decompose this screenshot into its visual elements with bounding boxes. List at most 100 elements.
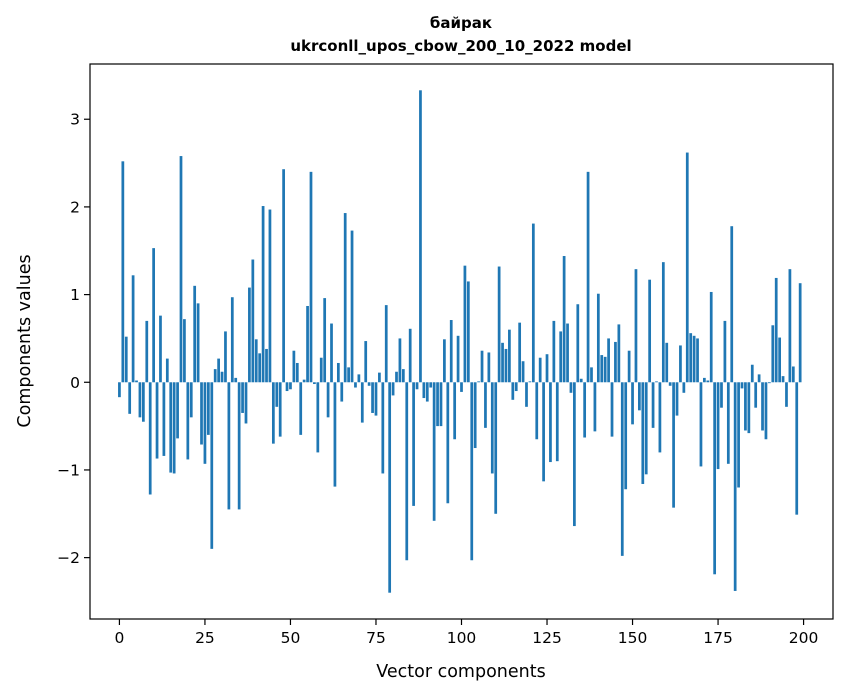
bar (631, 382, 634, 425)
bar (634, 269, 638, 383)
bar (306, 305, 309, 383)
bar (350, 230, 354, 383)
bar (135, 380, 138, 383)
bar (549, 382, 552, 463)
bar (614, 341, 617, 383)
bar (220, 371, 224, 383)
bar (545, 354, 549, 383)
bar (771, 325, 775, 383)
bar (661, 262, 665, 383)
bar (730, 226, 734, 383)
bar (323, 298, 327, 383)
bar (295, 362, 299, 383)
bar (596, 293, 600, 383)
bar (285, 382, 289, 392)
bar (449, 320, 453, 383)
bar (141, 382, 145, 422)
bar (203, 382, 207, 464)
bar (764, 382, 768, 440)
bar (463, 265, 467, 383)
y-tick-label: −2 (57, 549, 80, 567)
bar (490, 382, 494, 474)
bar (744, 382, 747, 431)
bar (412, 382, 415, 506)
bar (703, 377, 706, 383)
bar (155, 382, 159, 459)
x-tick-label: 75 (366, 629, 386, 647)
bar (265, 348, 268, 383)
bar (227, 382, 231, 510)
bar (552, 320, 556, 383)
bar (148, 382, 152, 495)
bar (138, 382, 142, 418)
bar (480, 350, 484, 383)
bar (603, 356, 607, 383)
ticks-group: 0 25 50 75 100 125 150 175 200 −2 −1 0 1 2 3 (57, 111, 818, 647)
bar (648, 279, 652, 383)
bar (627, 350, 631, 383)
bar (299, 382, 303, 435)
plot-frame (89, 63, 834, 620)
bar (644, 382, 648, 475)
bar (579, 378, 583, 383)
bar (761, 382, 764, 431)
bar (576, 304, 580, 383)
bar (781, 376, 785, 383)
bar (733, 382, 737, 591)
bar (374, 382, 378, 416)
bar (456, 335, 460, 383)
bar (443, 339, 446, 383)
x-tick-label: 125 (532, 629, 562, 647)
bar (573, 382, 576, 527)
bar (692, 335, 696, 383)
y-tick-label: 3 (70, 111, 80, 129)
bar (525, 382, 528, 407)
bar (531, 223, 535, 383)
bar (514, 382, 518, 392)
bar (460, 382, 463, 392)
bar (278, 382, 282, 437)
bar (583, 382, 587, 438)
bar (484, 382, 487, 428)
x-tick-label: 25 (195, 629, 215, 647)
bar (747, 382, 751, 434)
bar (282, 169, 285, 383)
x-tick-label: 150 (618, 629, 648, 647)
x-tick-label: 175 (703, 629, 733, 647)
bar (453, 382, 457, 440)
bar (381, 382, 385, 474)
bar (241, 382, 244, 413)
bar (384, 305, 388, 383)
bar (118, 382, 121, 398)
bar (316, 382, 320, 453)
bar (251, 259, 255, 383)
bar (159, 315, 162, 383)
bar (217, 358, 220, 383)
bar (706, 380, 710, 383)
y-axis-label: Components values (15, 254, 35, 427)
bar (709, 291, 713, 383)
bar (788, 269, 792, 383)
bars-group (118, 90, 802, 593)
bar (313, 382, 316, 385)
bar (360, 382, 364, 423)
y-tick-label: 2 (70, 198, 80, 216)
bar (152, 248, 155, 383)
bar (309, 171, 313, 383)
bar (213, 369, 217, 383)
bar (268, 209, 272, 383)
y-tick-label: −1 (57, 461, 80, 479)
bar (224, 331, 227, 383)
bar (367, 382, 371, 386)
bar (778, 337, 782, 383)
bar (600, 355, 604, 383)
bar (230, 297, 234, 383)
bar (172, 382, 176, 474)
bar (343, 213, 347, 383)
bar (415, 382, 419, 390)
bar (542, 382, 545, 482)
bar (145, 320, 149, 383)
chart-title: байрак (430, 14, 492, 32)
bar (244, 382, 248, 424)
bar (521, 361, 525, 383)
